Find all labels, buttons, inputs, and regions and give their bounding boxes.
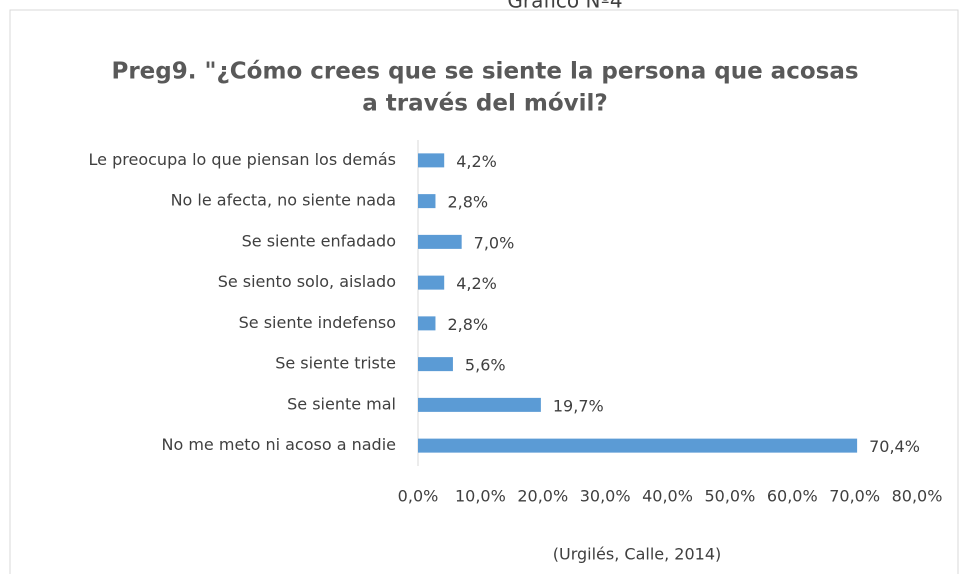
y-tick-label: Se siente indefenso <box>239 313 396 332</box>
chart-title: a través del móvil? <box>362 91 608 117</box>
bar <box>418 234 462 249</box>
bar <box>418 316 436 331</box>
x-tick-label: 80,0% <box>892 487 943 506</box>
y-tick-label: Le preocupa lo que piensan los demás <box>89 150 396 169</box>
bar <box>418 438 858 453</box>
data-label: 4,2% <box>456 152 497 171</box>
y-tick-label: Se siente triste <box>275 354 396 373</box>
data-label: 19,7% <box>553 396 604 415</box>
chart-border <box>9 9 959 574</box>
data-label: 2,8% <box>447 193 488 212</box>
x-tick-label: 50,0% <box>704 487 755 506</box>
chart-title: Preg9. "¿Cómo crees que se siente la per… <box>111 59 858 85</box>
y-tick-label: Se siente mal <box>287 394 396 413</box>
x-tick-label: 60,0% <box>767 487 818 506</box>
bar <box>418 153 445 168</box>
bar <box>418 275 445 290</box>
data-label: 5,6% <box>465 356 506 375</box>
bar <box>418 194 436 209</box>
y-tick-label: Se siento solo, aislado <box>218 272 396 291</box>
y-tick-label: No me meto ni acoso a nadie <box>162 435 397 454</box>
data-label: 2,8% <box>447 315 488 334</box>
data-label: 70,4% <box>869 437 920 456</box>
x-tick-label: 40,0% <box>642 487 693 506</box>
bar <box>418 397 541 412</box>
bar <box>418 357 453 372</box>
data-label: 7,0% <box>474 233 515 252</box>
source: (Urgilés, Calle, 2014) <box>553 545 722 564</box>
x-tick-label: 70,0% <box>829 487 880 506</box>
header: Gráfico Nº4 <box>507 0 622 13</box>
y-tick-label: Se siente enfadado <box>242 231 396 250</box>
x-tick-label: 10,0% <box>455 487 506 506</box>
x-tick-label: 30,0% <box>580 487 631 506</box>
y-tick-label: No le afecta, no siente nada <box>171 191 396 210</box>
x-tick-label: 20,0% <box>517 487 568 506</box>
data-label: 4,2% <box>456 274 497 293</box>
x-tick-label: 0,0% <box>398 487 439 506</box>
